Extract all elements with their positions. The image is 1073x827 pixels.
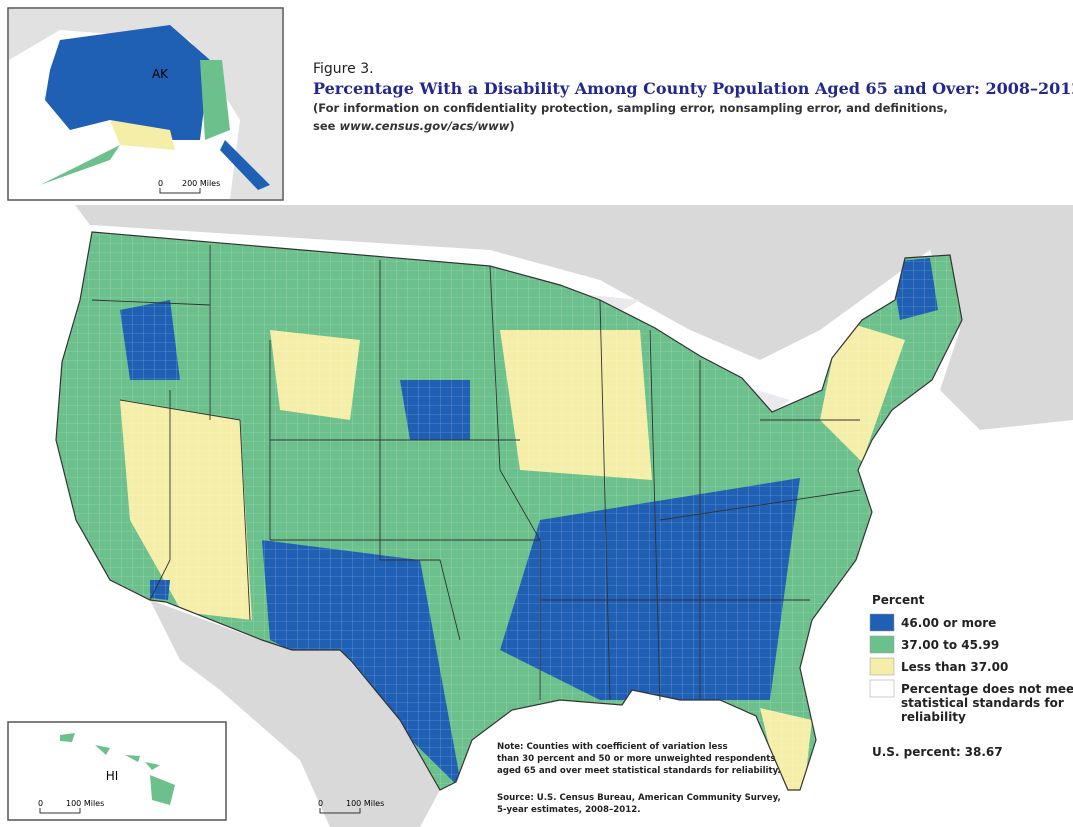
- note-line: Note: Counties with coefficient of varia…: [497, 742, 728, 752]
- scale-label: 0: [38, 799, 43, 808]
- map-region: [220, 140, 270, 190]
- legend-swatch: [869, 657, 895, 676]
- legend-label: Less than 37.00: [901, 660, 1008, 674]
- legend: Percent 46.00 or more 37.00 to 45.99 Less …: [869, 593, 1073, 724]
- title: Percentage With a Disability Among Count…: [313, 79, 1073, 98]
- scale-label: 100 Miles: [66, 799, 104, 808]
- legend-swatch: [869, 635, 895, 654]
- legend-label: reliability: [901, 710, 966, 724]
- legend-label: statistical standards for: [901, 696, 1064, 710]
- us-percent-value: 38.67: [965, 745, 1003, 759]
- map-region: [95, 745, 110, 755]
- legend-label: Percentage does not meet: [901, 682, 1073, 696]
- map-region: [40, 145, 120, 185]
- scale-label: 200 Miles: [182, 179, 220, 188]
- scale-label: 0: [158, 179, 163, 188]
- scale-label: 0: [318, 799, 323, 808]
- note-line: aged 65 and over meet statistical standa…: [497, 766, 781, 776]
- notes: Note: Counties with coefficient of varia…: [497, 742, 781, 815]
- source-line: Source: U.S. Census Bureau, American Com…: [497, 793, 781, 803]
- subtitle-text: ): [509, 119, 514, 133]
- map-region: [45, 25, 210, 140]
- map-region: [60, 733, 75, 742]
- map-region: [200, 60, 230, 140]
- us-percent-label: U.S. percent:: [872, 745, 961, 759]
- inset-label: AK: [152, 67, 169, 81]
- main-scale: 0 100 Miles: [318, 799, 384, 814]
- map-region: [145, 762, 160, 770]
- figure-label: Figure 3.: [313, 61, 374, 77]
- note-line: than 30 percent and 50 or more unweighte…: [497, 754, 775, 764]
- legend-label: 37.00 to 45.99: [901, 638, 999, 652]
- source-line: 5-year estimates, 2008–2012.: [497, 805, 640, 815]
- legend-swatch: [869, 679, 895, 698]
- alaska-inset: AK 0 200 Miles: [7, 7, 284, 201]
- scale-label: 100 Miles: [346, 799, 384, 808]
- hawaii-inset: HI 0 100 Miles: [7, 721, 227, 821]
- subtitle: see www.census.gov/acs/www): [313, 119, 515, 133]
- url: www.census.gov/acs/www: [339, 119, 509, 133]
- legend-swatch: [869, 613, 895, 632]
- map-region: [150, 775, 175, 805]
- inset-label: HI: [106, 769, 119, 783]
- legend-label: 46.00 or more: [901, 616, 996, 630]
- us-percent: U.S. percent: 38.67: [872, 745, 1003, 759]
- map-region: [110, 120, 175, 150]
- scale-bar: [39, 808, 81, 814]
- subtitle: (For information on confidentiality prot…: [313, 101, 948, 115]
- map-region: [125, 755, 140, 762]
- subtitle-text: see: [313, 119, 339, 133]
- legend-title: Percent: [872, 593, 925, 607]
- scale-bar: [159, 188, 201, 194]
